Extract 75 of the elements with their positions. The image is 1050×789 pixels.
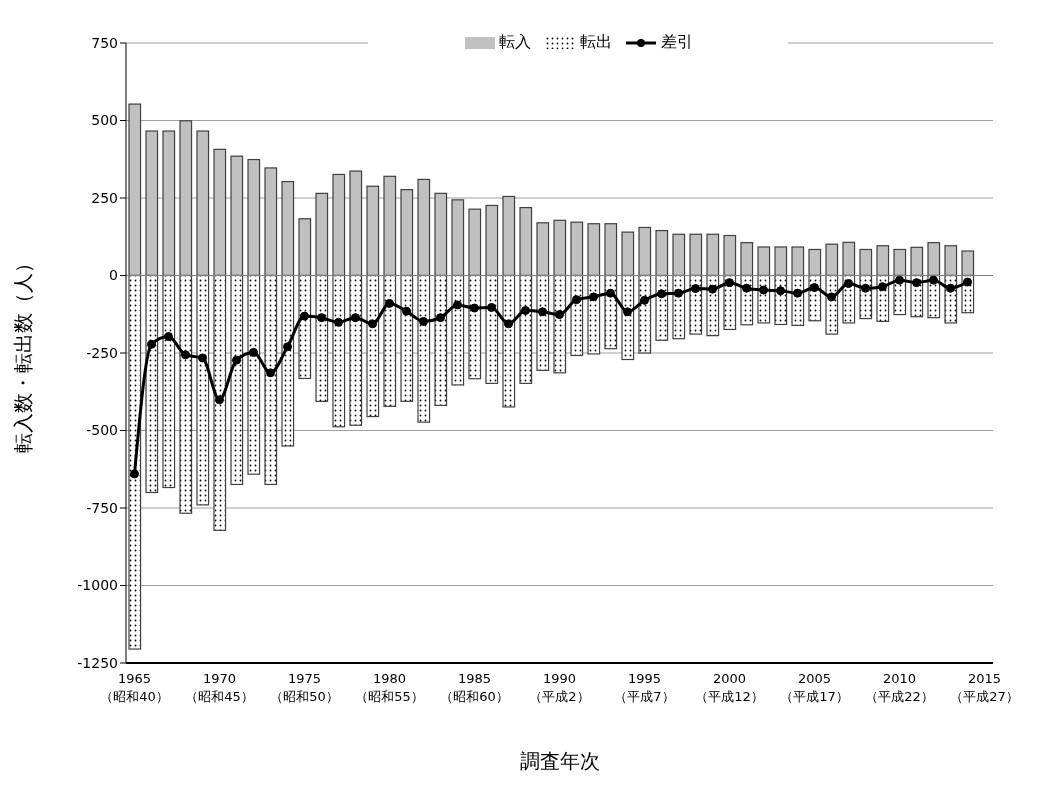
point bbox=[198, 353, 207, 363]
y-tick-label: 750 bbox=[91, 34, 118, 51]
y-tick-label: 0 bbox=[109, 267, 118, 284]
point bbox=[487, 302, 496, 312]
point bbox=[844, 279, 853, 289]
point bbox=[606, 288, 615, 298]
y-axis-title: 転入数・転出数（人） bbox=[11, 253, 36, 453]
point bbox=[215, 395, 224, 405]
point bbox=[878, 282, 887, 292]
point bbox=[402, 306, 411, 316]
x-tick-label: 2005 （平成17） bbox=[780, 671, 849, 704]
y-tick-label: -1000 bbox=[77, 577, 118, 594]
point bbox=[742, 283, 751, 293]
point bbox=[368, 319, 377, 329]
x-tick-label: 2010 （平成22） bbox=[865, 671, 934, 704]
y-tick-label: -250 bbox=[86, 344, 118, 361]
y-tick-label: -1250 bbox=[77, 654, 118, 671]
x-tick-label: 1990 （平成2） bbox=[529, 671, 590, 704]
point bbox=[283, 342, 292, 352]
x-tick-label: 1980 （昭和55） bbox=[355, 671, 424, 704]
point bbox=[657, 289, 666, 299]
point bbox=[470, 303, 479, 313]
point bbox=[793, 288, 802, 298]
point bbox=[963, 277, 972, 287]
point bbox=[912, 278, 921, 288]
point bbox=[861, 283, 870, 293]
y-tick-label: -750 bbox=[86, 499, 118, 516]
point bbox=[946, 283, 955, 293]
point bbox=[538, 307, 547, 317]
point bbox=[453, 300, 462, 310]
point bbox=[810, 283, 819, 293]
point bbox=[181, 350, 190, 360]
point bbox=[419, 316, 428, 326]
point bbox=[266, 368, 275, 378]
legend-label: 転出 bbox=[578, 32, 612, 53]
point bbox=[351, 313, 360, 323]
point bbox=[130, 469, 139, 479]
y-tick-label: -500 bbox=[86, 422, 118, 439]
legend-label: 転入 bbox=[497, 32, 531, 53]
point bbox=[589, 292, 598, 302]
point bbox=[572, 295, 581, 305]
y-tick-label: 500 bbox=[91, 112, 118, 129]
x-tick-label: 1985 （昭和60） bbox=[440, 671, 509, 704]
x-tick-label: 2015 （平成27） bbox=[950, 671, 1019, 704]
x-tick-label: 1965 （昭和40） bbox=[100, 671, 169, 704]
point bbox=[232, 355, 241, 365]
point bbox=[623, 307, 632, 317]
x-tick-label: 1975 （昭和50） bbox=[270, 671, 339, 704]
point bbox=[691, 284, 700, 294]
x-tick-label: 1995 （平成7） bbox=[614, 671, 675, 704]
point bbox=[300, 311, 309, 321]
point bbox=[895, 275, 904, 285]
point bbox=[776, 286, 785, 296]
point bbox=[929, 275, 938, 285]
point bbox=[249, 347, 258, 357]
legend-label: 差引 bbox=[659, 32, 693, 53]
point bbox=[147, 339, 156, 349]
point bbox=[164, 332, 173, 342]
point bbox=[334, 317, 343, 327]
point bbox=[385, 298, 394, 308]
point bbox=[436, 313, 445, 323]
point bbox=[827, 292, 836, 302]
y-tick-label: 250 bbox=[91, 189, 118, 206]
point bbox=[708, 284, 717, 294]
x-axis-title: 調査年次 bbox=[519, 749, 600, 773]
point bbox=[504, 319, 513, 329]
x-tick-label: 2000 （平成12） bbox=[695, 671, 764, 704]
point bbox=[640, 295, 649, 305]
point bbox=[759, 285, 768, 295]
x-tick-label: 1970 （昭和45） bbox=[185, 671, 254, 704]
point bbox=[725, 278, 734, 288]
point bbox=[521, 306, 530, 316]
point bbox=[555, 310, 564, 320]
point bbox=[317, 313, 326, 323]
point bbox=[674, 288, 683, 298]
